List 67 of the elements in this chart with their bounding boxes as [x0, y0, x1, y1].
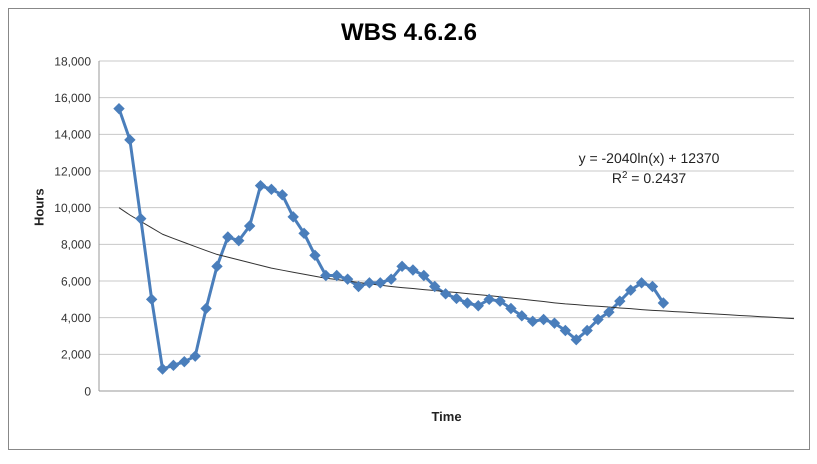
point [636, 277, 648, 288]
point [462, 298, 473, 308]
point [646, 281, 658, 292]
point [560, 325, 571, 336]
point [614, 296, 626, 307]
point [135, 213, 146, 224]
point [625, 284, 636, 296]
point [244, 220, 256, 232]
point [494, 296, 506, 307]
point [114, 103, 124, 114]
point [266, 184, 277, 195]
point [353, 281, 364, 292]
point [407, 264, 418, 276]
y-axis-title: Hours [32, 188, 47, 226]
chart-title: WBS 4.6.2.6 [340, 19, 478, 48]
annotation: R$^{2}$ = 0.2437 [612, 170, 686, 186]
point [386, 274, 397, 285]
point [168, 360, 179, 371]
point [276, 189, 288, 200]
point [157, 364, 168, 374]
y-tick-label: 14,000 [54, 128, 92, 142]
point [582, 325, 593, 336]
line-series [118, 207, 794, 320]
y-tick-label: 18,000 [54, 54, 92, 68]
point [178, 356, 190, 368]
y-tick-label: 8,000 [60, 238, 92, 252]
point [484, 294, 495, 305]
point [298, 228, 310, 239]
point [603, 306, 614, 318]
point [309, 250, 320, 261]
point [538, 314, 550, 325]
point [364, 277, 375, 288]
point [570, 334, 582, 346]
point [505, 303, 516, 314]
point [429, 281, 440, 292]
point [418, 270, 430, 281]
y-tick-label: 6,000 [60, 274, 92, 288]
point [288, 211, 299, 222]
y-tick-label: 2,000 [60, 348, 92, 362]
point [200, 303, 212, 314]
point [190, 350, 201, 362]
point [374, 277, 386, 288]
point [211, 260, 222, 272]
y-tick-label: 10,000 [54, 200, 92, 215]
point [331, 270, 342, 281]
annotation: y = -2040ln(x) + 12370 [578, 150, 720, 166]
point [233, 235, 244, 246]
point [396, 260, 408, 272]
y-tick-label: 16,000 [54, 90, 92, 105]
point [255, 180, 266, 192]
point [440, 288, 452, 300]
point [516, 310, 528, 322]
point [658, 298, 669, 308]
point [124, 134, 136, 146]
point [472, 300, 484, 312]
point [342, 274, 354, 285]
y-tick-label: 4,000 [60, 310, 92, 325]
point [320, 270, 332, 281]
y-tick-label: 12,000 [54, 164, 92, 178]
y-tick-label: 0 [84, 384, 92, 398]
x-axis-title: Time [431, 409, 462, 424]
point [222, 232, 234, 242]
point [548, 318, 560, 329]
point [527, 316, 538, 327]
point [592, 314, 604, 325]
point [451, 292, 462, 304]
point [146, 294, 158, 305]
